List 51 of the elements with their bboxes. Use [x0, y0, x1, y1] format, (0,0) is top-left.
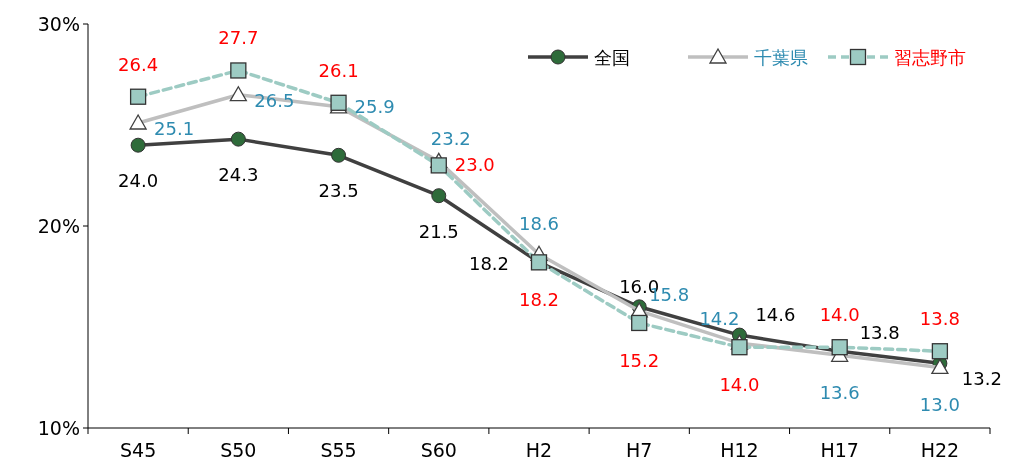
- point: [331, 147, 347, 163]
- data-label: 26.4: [118, 53, 159, 75]
- x-tick-label: H12: [720, 439, 759, 461]
- data-label: 13.2: [961, 368, 1002, 390]
- legend-label: 習志野市: [894, 47, 966, 68]
- x-tick-label: H17: [820, 439, 859, 461]
- point: [130, 137, 146, 153]
- point: [631, 314, 648, 332]
- data-label: 13.6: [819, 382, 860, 404]
- point: [129, 88, 147, 105]
- data-label: 23.2: [430, 128, 471, 150]
- y-tick-label: 10%: [37, 417, 80, 439]
- x-tick-label: S60: [420, 439, 457, 461]
- data-label: 13.8: [859, 322, 900, 344]
- data-label: 14.0: [819, 304, 860, 326]
- data-label: 26.5: [254, 89, 295, 111]
- data-label: 24.3: [218, 164, 259, 186]
- data-label: 27.7: [218, 27, 259, 49]
- data-label: 14.2: [699, 308, 740, 330]
- point: [230, 62, 247, 79]
- data-label: 23.5: [318, 180, 359, 202]
- point: [731, 339, 748, 356]
- data-label: 14.6: [755, 304, 796, 326]
- data-label: 18.2: [518, 289, 560, 311]
- data-label: 26.1: [318, 59, 359, 81]
- data-label: 21.5: [418, 220, 459, 242]
- x-tick-label: H22: [920, 439, 960, 461]
- data-label: 25.9: [354, 95, 395, 117]
- legend-label: 全国: [594, 47, 630, 68]
- point: [431, 188, 447, 204]
- x-tick-label: S50: [220, 439, 257, 461]
- point: [430, 157, 447, 174]
- x-tick-label: S45: [119, 439, 157, 461]
- data-label: 23.0: [454, 154, 495, 176]
- point: [230, 131, 246, 147]
- data-label: 13.8: [919, 308, 960, 330]
- data-label: 24.0: [118, 170, 159, 192]
- x-tick-label: H2: [525, 439, 553, 461]
- point: [931, 343, 949, 360]
- y-tick-label: 30%: [37, 13, 80, 35]
- data-label: 14.0: [719, 374, 760, 396]
- legend-label: 千葉県: [754, 47, 808, 68]
- data-label: 25.1: [154, 117, 195, 139]
- x-tick-label: H7: [626, 439, 653, 461]
- y-tick-label: 20%: [37, 215, 80, 237]
- data-label: 18.2: [468, 253, 510, 275]
- data-label: 18.6: [518, 213, 560, 235]
- data-label: 13.0: [919, 394, 960, 416]
- point: [831, 339, 848, 356]
- x-tick-label: S55: [320, 439, 357, 461]
- data-label: 15.2: [619, 349, 660, 371]
